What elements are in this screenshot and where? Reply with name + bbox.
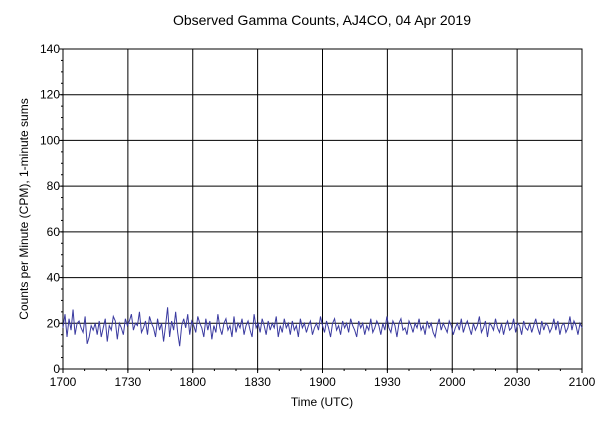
plot-area [62,307,583,347]
chart-title: Observed Gamma Counts, AJ4CO, 04 Apr 201… [173,12,471,28]
y-axis-ticks: 0 20 40 60 80 100 120 140 [40,42,63,376]
y-tick-label: 0 [53,362,60,376]
y-tick-label: 80 [47,179,61,193]
x-axis-ticks: 1700 1730 1800 1830 1900 1930 2000 2030 2100 [50,369,596,389]
y-tick-label: 20 [47,316,61,330]
y-tick-label: 60 [47,225,61,239]
x-tick-label: 2000 [439,375,466,389]
y-tick-label: 140 [40,42,60,56]
x-tick-label: 1730 [115,375,142,389]
x-axis-label: Time (UTC) [291,395,353,409]
y-tick-label: 100 [40,133,60,147]
x-tick-label: 1830 [244,375,271,389]
y-tick-label: 40 [47,271,61,285]
y-axis-label: Counts per Minute (CPM), 1-minute sums [17,98,31,319]
chart-grid [62,48,583,370]
x-tick-label: 2100 [569,375,596,389]
x-tick-label: 1800 [179,375,206,389]
series-line [62,307,583,347]
y-tick-label: 120 [40,88,60,102]
x-tick-label: 1700 [50,375,77,389]
x-tick-label: 1900 [309,375,336,389]
x-tick-label: 1930 [374,375,401,389]
x-tick-label: 2030 [504,375,531,389]
